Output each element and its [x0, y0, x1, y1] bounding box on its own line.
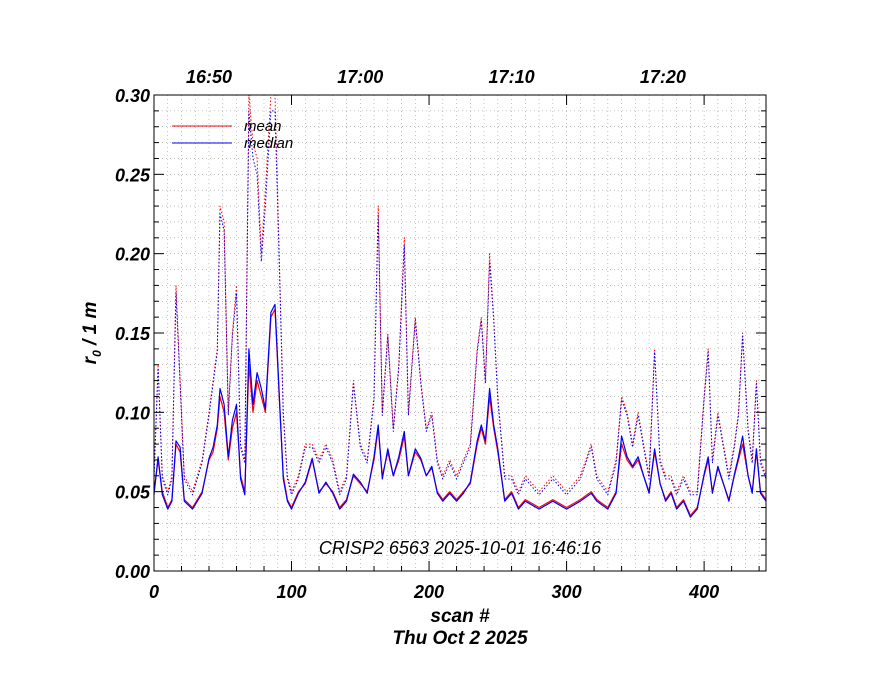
x-tick-label: 100 [277, 582, 307, 602]
x-axis-title: scan # [430, 606, 490, 627]
top-time-labels: 16:50 17:00 17:10 17:20 [186, 67, 686, 87]
y-axis-title-subscript: 0 [90, 350, 104, 357]
x-tick-labels: 0 100 200 300 400 [149, 582, 719, 602]
y-tick-label: 0.25 [115, 165, 151, 185]
x-tick-label: 0 [149, 582, 159, 602]
y-tick-label: 0.15 [115, 324, 151, 344]
series-line-median [154, 303, 766, 518]
dataset-annotation: CRISP2 6563 2025-10-01 16:46:16 [319, 538, 602, 558]
y-tick-label: 0.10 [115, 403, 150, 423]
legend-mean-label: mean [244, 118, 282, 135]
top-time-label: 17:00 [337, 67, 383, 87]
axis-ticks [153, 94, 766, 572]
x-tick-label: 300 [552, 582, 582, 602]
y-tick-label: 0.30 [115, 86, 150, 106]
y-tick-labels: 0.00 0.05 0.10 0.15 0.20 0.25 0.30 [115, 86, 151, 582]
y-axis-title-tail: / 1 m [80, 302, 101, 351]
top-time-label: 16:50 [186, 67, 232, 87]
y-tick-label: 0.00 [115, 562, 150, 582]
x-tick-label: 400 [688, 582, 719, 602]
date-label: Thu Oct 2 2025 [392, 628, 528, 649]
legend: mean median [172, 118, 293, 152]
y-axis-title-main: r [80, 355, 101, 364]
top-time-label: 17:20 [640, 67, 686, 87]
y-tick-label: 0.05 [115, 483, 151, 503]
y-axis-title: r0 / 1 m [80, 302, 104, 365]
y-tick-label: 0.20 [115, 245, 150, 265]
legend-median-label: median [244, 135, 293, 152]
x-tick-label: 200 [413, 582, 444, 602]
series-layer [154, 95, 766, 518]
series-line-median-upper-dotted [154, 110, 766, 496]
top-time-label: 17:10 [489, 67, 535, 87]
